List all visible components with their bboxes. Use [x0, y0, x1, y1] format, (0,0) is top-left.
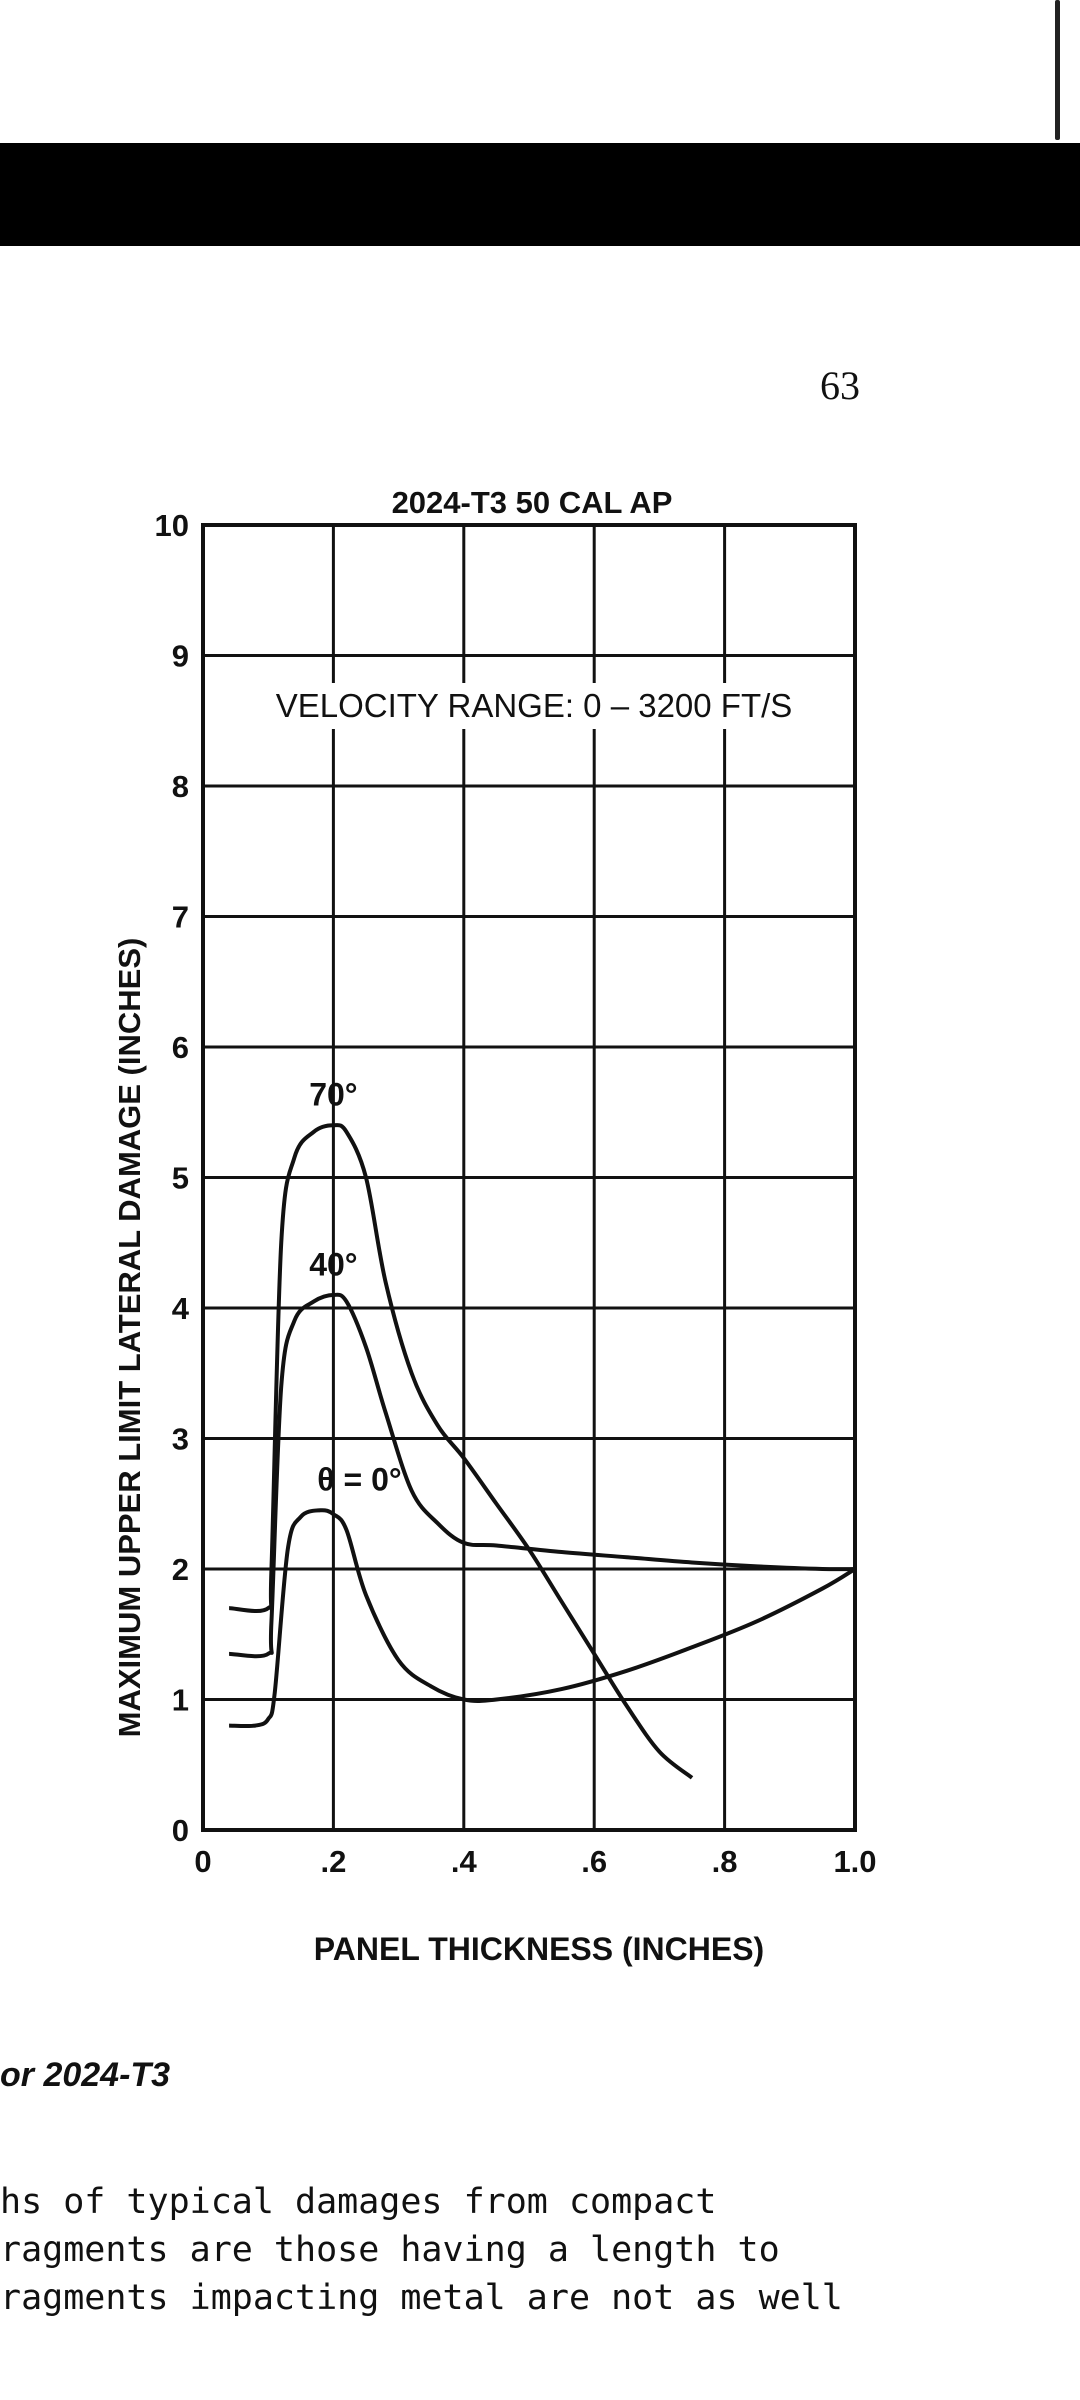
- series-line: [228, 1123, 694, 1780]
- curves: [228, 1123, 857, 1780]
- chart-title: 2024-T3 50 CAL AP: [392, 485, 673, 520]
- y-tick-label: 0: [172, 1813, 189, 1848]
- curve-labels: 70° 40° θ = 0°: [309, 1077, 401, 1498]
- y-tick-label: 8: [172, 769, 189, 804]
- scan-edge-mark: [1055, 0, 1060, 140]
- body-text: hs of typical damages from compact ragme…: [0, 2178, 1080, 2322]
- figure-caption: or 2024-T3: [0, 2056, 171, 2094]
- x-tick-label: .4: [451, 1844, 478, 1879]
- curve-label: 40°: [309, 1246, 357, 1282]
- x-tick-label: .8: [712, 1844, 738, 1879]
- plot-frame: [201, 523, 857, 1832]
- series-line: [229, 1508, 857, 1729]
- curve-label: 70°: [309, 1077, 357, 1113]
- curve-label: θ = 0°: [317, 1462, 401, 1498]
- header-band: [0, 143, 1080, 246]
- page-number: 63: [820, 363, 860, 408]
- y-tick-label: 3: [172, 1422, 189, 1457]
- y-tick-label: 6: [172, 1030, 189, 1065]
- body-text-line: ragments impacting metal are not as well: [0, 2278, 843, 2318]
- y-tick-label: 7: [172, 900, 189, 935]
- y-tick-label: 1: [172, 1683, 189, 1718]
- y-tick-label: 4: [172, 1291, 190, 1326]
- x-tick-label: 0: [194, 1844, 211, 1879]
- line-chart: 2024-T3 50 CAL AP VELOCITY RANGE: 0 – 32…: [112, 485, 877, 1967]
- y-axis-label: MAXIMUM UPPER LIMIT LATERAL DAMAGE (INCH…: [112, 938, 147, 1738]
- velocity-range-annotation: VELOCITY RANGE: 0 – 3200 FT/S: [276, 687, 793, 724]
- y-tick-label: 10: [155, 508, 189, 543]
- top-margin: [0, 0, 1080, 143]
- x-tick-label: .6: [581, 1844, 607, 1879]
- x-tick-label: .2: [320, 1844, 346, 1879]
- x-axis-label: PANEL THICKNESS (INCHES): [314, 1931, 764, 1967]
- series-line: [228, 1292, 856, 1659]
- body-text-line: hs of typical damages from compact: [0, 2182, 717, 2222]
- tick-labels: 0 .2 .4 .6 .8 1.0 0 1 2 3 4 5 6 7 8 9 10: [155, 508, 877, 1879]
- body-text-line: ragments are those having a length to: [0, 2230, 780, 2270]
- annotation-background: [209, 683, 849, 729]
- y-tick-label: 5: [172, 1161, 189, 1196]
- y-tick-label: 2: [172, 1552, 189, 1587]
- x-tick-label: 1.0: [833, 1844, 876, 1879]
- y-tick-label: 9: [172, 639, 189, 674]
